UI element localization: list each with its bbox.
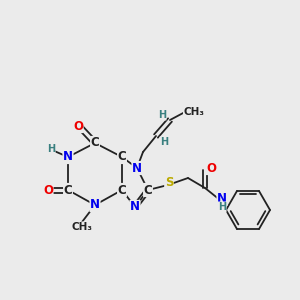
Text: H: H — [47, 144, 55, 154]
Text: C: C — [118, 184, 126, 196]
Text: N: N — [217, 193, 227, 206]
Text: C: C — [91, 136, 99, 149]
Text: H: H — [218, 202, 226, 212]
Text: N: N — [130, 200, 140, 214]
Text: CH₃: CH₃ — [184, 107, 205, 117]
Text: C: C — [64, 184, 72, 196]
Text: C: C — [118, 151, 126, 164]
Text: CH₃: CH₃ — [71, 222, 92, 232]
Text: N: N — [132, 161, 142, 175]
Text: O: O — [73, 119, 83, 133]
Text: H: H — [158, 110, 166, 120]
Text: S: S — [165, 176, 173, 190]
Text: H: H — [160, 137, 168, 147]
Text: N: N — [90, 199, 100, 212]
Text: O: O — [43, 184, 53, 196]
Text: N: N — [63, 151, 73, 164]
Text: C: C — [144, 184, 152, 196]
Text: O: O — [206, 161, 216, 175]
